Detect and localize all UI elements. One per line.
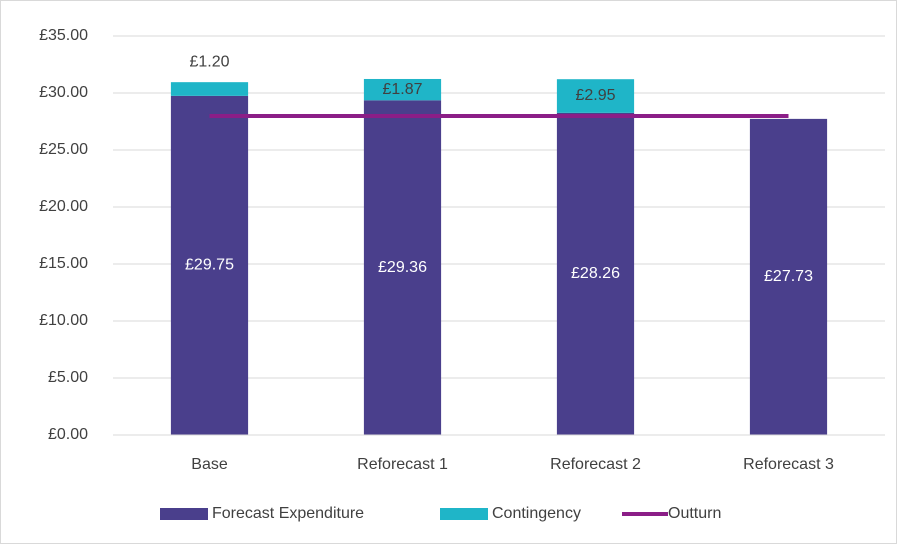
- legend-swatch: [160, 508, 208, 520]
- data-label: £29.75: [185, 257, 234, 274]
- bar-segment: [363, 78, 442, 101]
- y-tick-label: £35.00: [39, 27, 88, 44]
- x-tick-label: Reforecast 2: [550, 456, 641, 473]
- y-tick-label: £10.00: [39, 312, 88, 329]
- x-tick-label: Reforecast 1: [357, 456, 448, 473]
- bar-segment: [363, 100, 442, 436]
- y-tick-label: £25.00: [39, 141, 88, 158]
- y-tick-label: £5.00: [48, 369, 88, 386]
- legend-swatch: [440, 508, 488, 520]
- data-label: £29.36: [378, 259, 427, 276]
- bar-segment: [556, 79, 635, 113]
- data-label: £1.87: [382, 81, 422, 98]
- data-label: £28.26: [571, 265, 620, 282]
- legend-label: Forecast Expenditure: [212, 505, 364, 522]
- data-label: £2.95: [575, 87, 615, 104]
- x-tick-label: Reforecast 3: [743, 456, 834, 473]
- bar-segment: [556, 112, 635, 435]
- data-label: £1.20: [189, 53, 229, 70]
- data-label: £27.73: [764, 268, 813, 285]
- x-tick-label: Base: [191, 456, 228, 473]
- legend-label: Outturn: [668, 505, 721, 522]
- y-tick-label: £30.00: [39, 84, 88, 101]
- bar-segment: [749, 118, 828, 436]
- y-tick-label: £0.00: [48, 426, 88, 443]
- y-tick-label: £20.00: [39, 198, 88, 215]
- bar-segment: [170, 95, 249, 435]
- bar-segment: [170, 82, 249, 96]
- legend-label: Contingency: [492, 505, 581, 522]
- y-tick-label: £15.00: [39, 255, 88, 272]
